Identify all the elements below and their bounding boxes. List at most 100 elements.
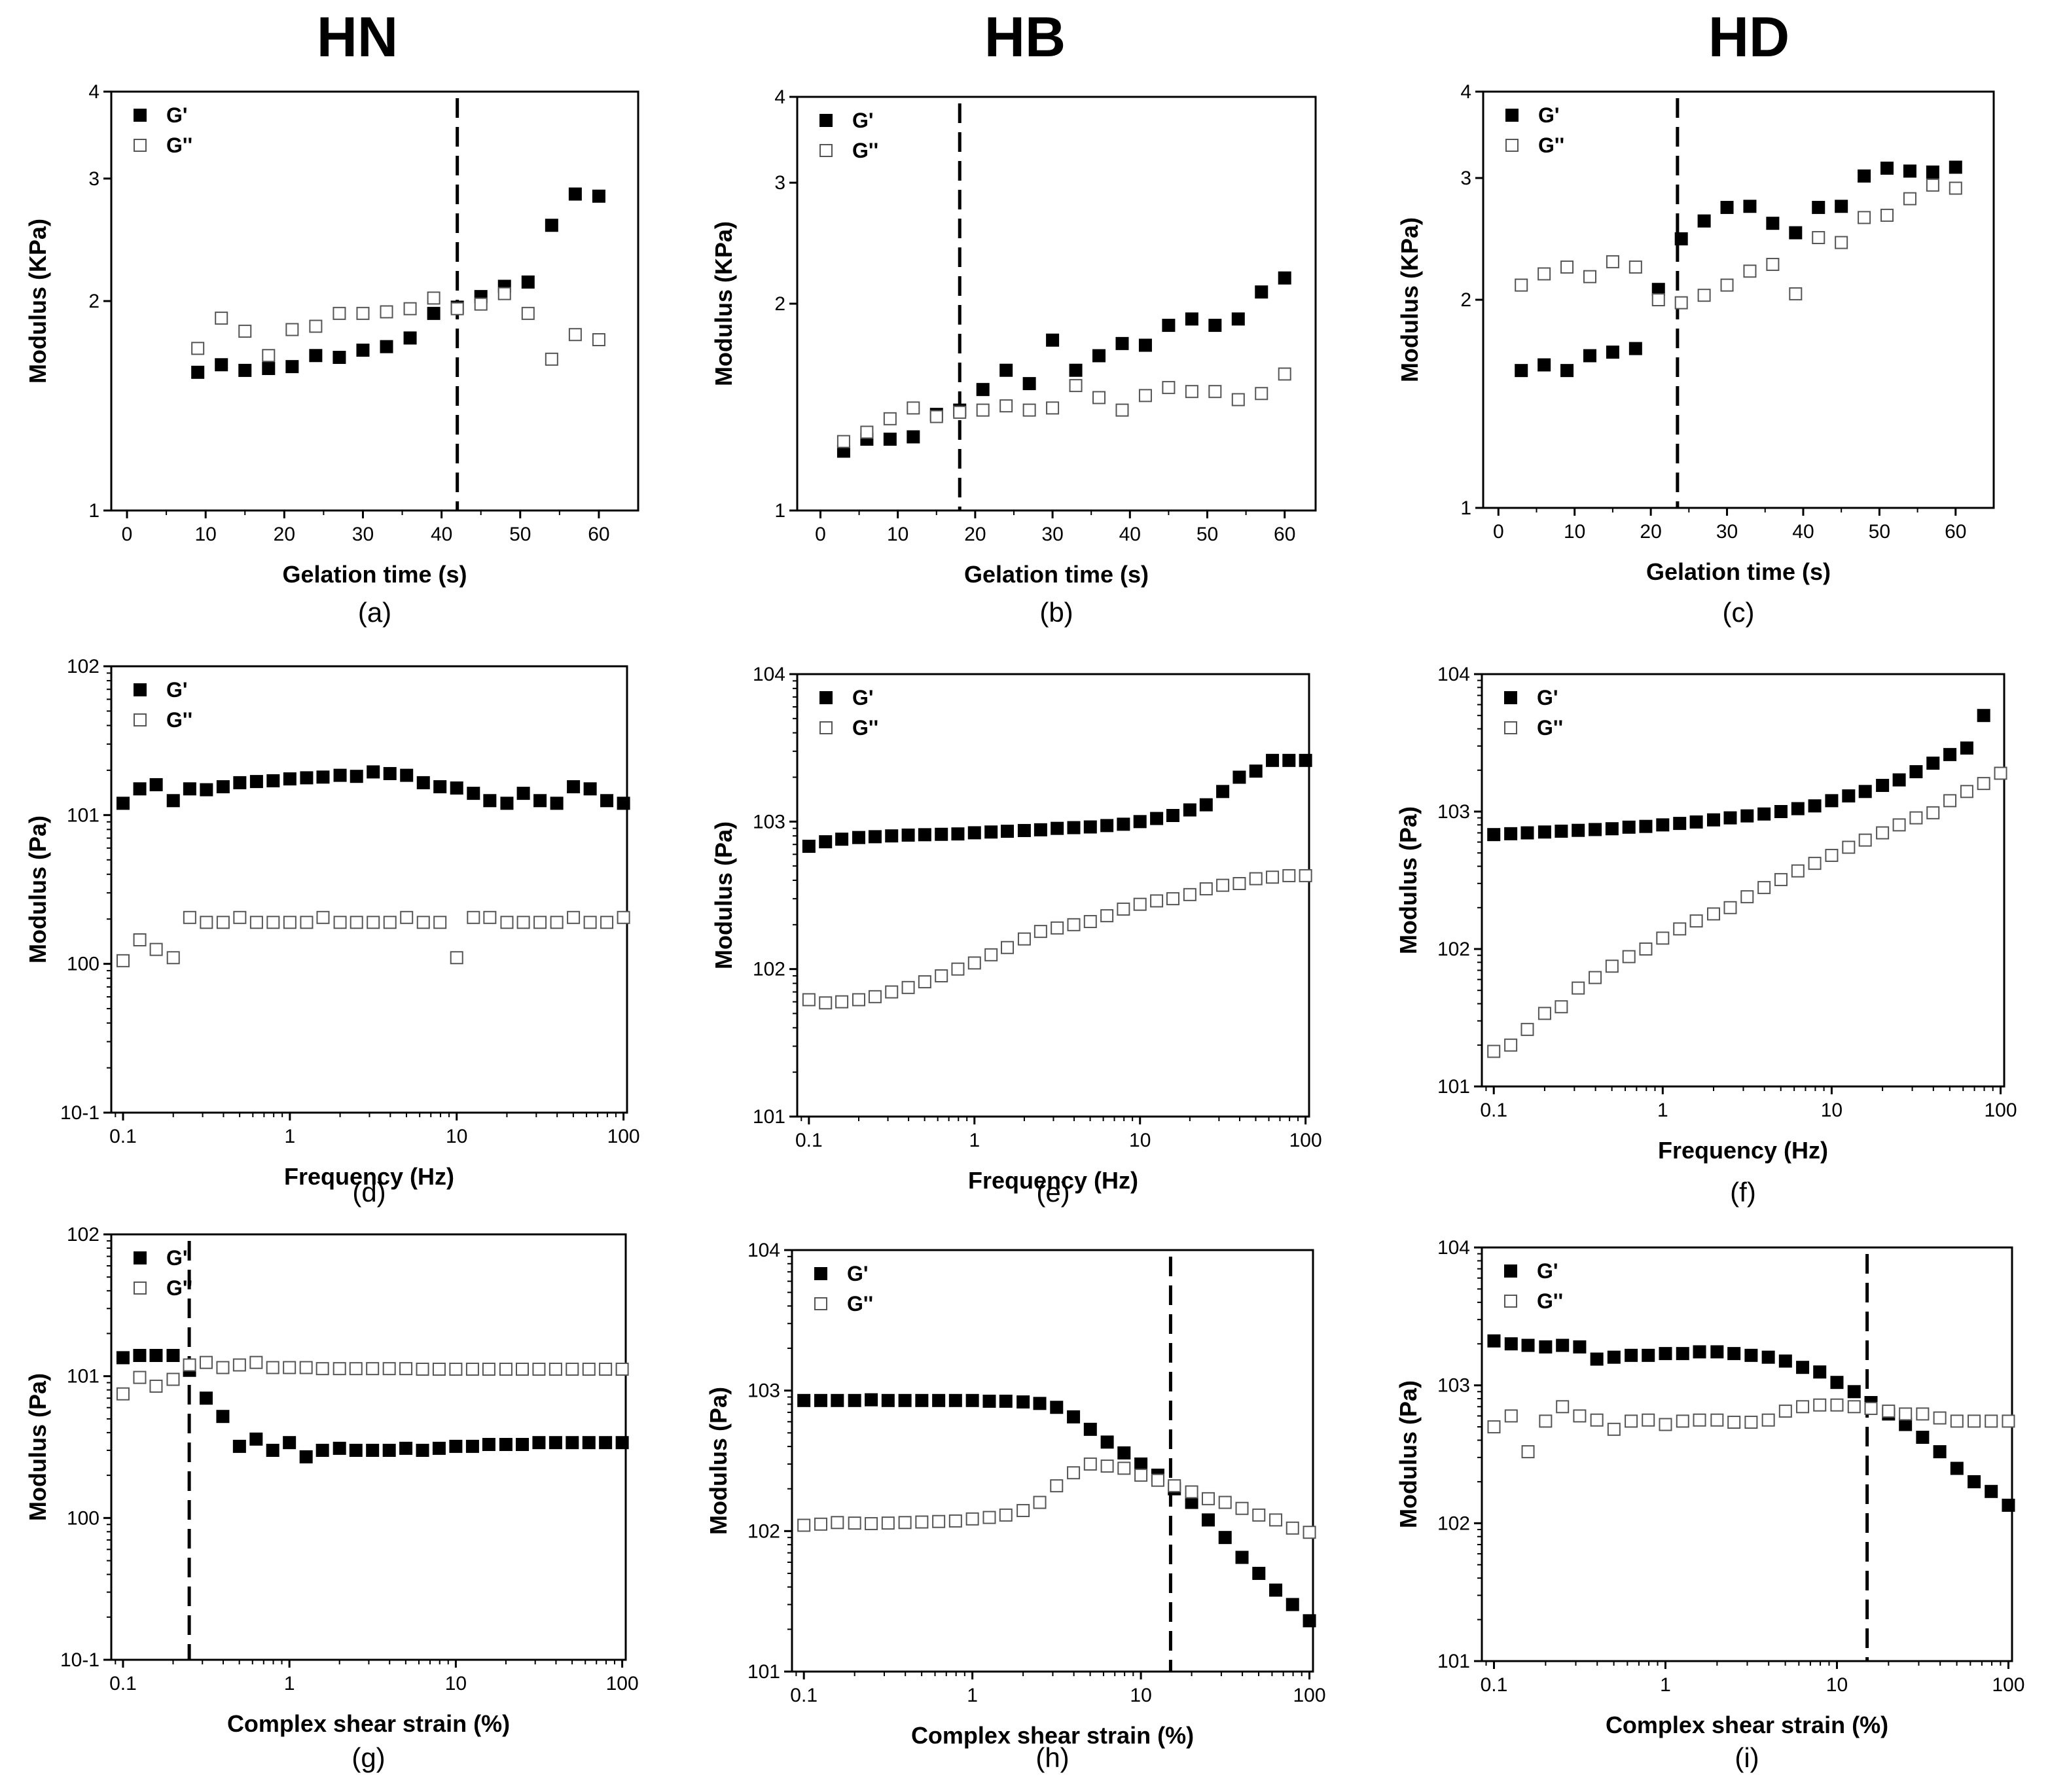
g-prime-point [1000, 1395, 1012, 1407]
y-tick-label: 103 [1437, 1375, 1470, 1397]
g-double-prime-point [1573, 1410, 1585, 1422]
g-prime-point [1047, 334, 1058, 346]
g-double-prime-point [1186, 1486, 1198, 1497]
g-double-prime-point [450, 1363, 461, 1375]
x-tick-label: 40 [431, 524, 452, 545]
subplot-caption: (c) [1723, 597, 1755, 628]
g-double-prime-point [1623, 951, 1635, 963]
g-prime-point [217, 1410, 228, 1422]
subplot-caption: (e) [1036, 1177, 1070, 1208]
g-prime-point [400, 1443, 412, 1454]
g-prime-point [1916, 1431, 1928, 1443]
g-prime-point [1300, 755, 1312, 766]
g-prime-point [501, 797, 512, 809]
g-double-prime-point [1000, 1509, 1012, 1521]
g-double-prime-point [151, 944, 162, 956]
y-tick-label: 3 [774, 172, 785, 194]
g-double-prime-point [1200, 883, 1212, 895]
g-double-prime-point [861, 426, 872, 438]
g-prime-point [117, 797, 129, 809]
g-double-prime-point [1858, 211, 1870, 223]
g-prime-point [450, 1441, 461, 1452]
g-double-prime-point [1843, 842, 1854, 853]
legend-marker [815, 1298, 827, 1310]
g-prime-point [1789, 227, 1801, 239]
x-tick-label: 50 [509, 524, 531, 545]
legend-marker [134, 684, 146, 696]
y-tick-label: 2 [88, 291, 99, 312]
g-prime-point [1606, 823, 1618, 834]
g-prime-point [433, 1443, 445, 1454]
g-double-prime-point [467, 912, 479, 923]
g-prime-point [167, 1350, 179, 1361]
y-tick-label: 101 [1437, 1076, 1470, 1098]
g-double-prime-point [1018, 933, 1030, 945]
g-double-prime-point [1916, 1408, 1928, 1420]
legend-label: G' [166, 1246, 188, 1270]
g-prime-point [1555, 825, 1567, 837]
g-prime-point [534, 795, 546, 806]
g-double-prime-point [1848, 1401, 1860, 1412]
g-double-prime-point [516, 1363, 528, 1375]
g-prime-point [1809, 800, 1821, 812]
g-prime-point [284, 773, 296, 785]
x-tick-label: 0 [815, 524, 826, 545]
g-double-prime-point [1657, 932, 1668, 944]
g-prime-point [601, 795, 613, 806]
g-double-prime-point [534, 916, 546, 928]
g-double-prime-point [977, 404, 989, 416]
y-tick-label: 4 [88, 81, 99, 103]
g-double-prime-point [1951, 1415, 1963, 1427]
g-prime-point [899, 1395, 911, 1407]
g-prime-point [451, 782, 463, 794]
g-prime-point [1780, 1355, 1791, 1367]
g-prime-point [428, 308, 440, 319]
g-double-prime-point [1279, 368, 1291, 380]
g-prime-point [1659, 1348, 1671, 1359]
g-double-prime-point [1093, 391, 1105, 403]
subplot-caption: (f) [1730, 1177, 1756, 1208]
g-double-prime-point [853, 994, 865, 1005]
g-prime-point [1584, 349, 1596, 361]
g-double-prime-point [1934, 1412, 1946, 1424]
g-prime-point [134, 783, 146, 795]
g-double-prime-point [518, 916, 530, 928]
x-tick-label: 30 [1041, 524, 1063, 545]
y-tick-label: 1 [1460, 497, 1471, 519]
g-double-prime-point [384, 916, 396, 928]
g-prime-point [1848, 1386, 1860, 1397]
g-double-prime-point [1995, 767, 2007, 779]
g-double-prime-point [1068, 1467, 1079, 1478]
g-prime-point [1927, 757, 1939, 769]
g-double-prime-point [1522, 1446, 1534, 1458]
x-tick-label: 0 [122, 524, 133, 545]
g-prime-point [434, 781, 446, 793]
g-double-prime-point [1186, 385, 1198, 397]
g-double-prime-point [1758, 882, 1770, 893]
g-prime-point [1950, 161, 1962, 173]
g-prime-point [2002, 1499, 2014, 1511]
g-double-prime-point [1677, 1415, 1689, 1427]
g-prime-point [1699, 215, 1710, 227]
g-prime-point [1572, 825, 1584, 836]
subplot-caption: (i) [1735, 1742, 1759, 1773]
g-prime-point [819, 836, 831, 848]
g-prime-point [1253, 1568, 1265, 1579]
g-prime-point [1676, 233, 1687, 245]
g-prime-point [1797, 1361, 1808, 1373]
g-prime-point [1515, 365, 1527, 376]
g-prime-point [1968, 1476, 1980, 1488]
g-prime-point [1134, 815, 1146, 827]
g-double-prime-point [831, 1516, 843, 1528]
g-double-prime-point [1985, 1415, 1997, 1427]
g-prime-point [550, 1437, 562, 1448]
g-prime-point [1184, 804, 1196, 815]
y-tick-label: 100 [67, 954, 99, 975]
x-tick-label: 1 [284, 1673, 295, 1694]
g-double-prime-point [884, 413, 896, 425]
g-prime-point [350, 1444, 362, 1456]
x-axis-label: Frequency (Hz) [1658, 1137, 1828, 1164]
g-prime-point [533, 1437, 545, 1448]
g-double-prime-point [1812, 232, 1824, 243]
y-tick-label: 10-1 [60, 1649, 99, 1671]
